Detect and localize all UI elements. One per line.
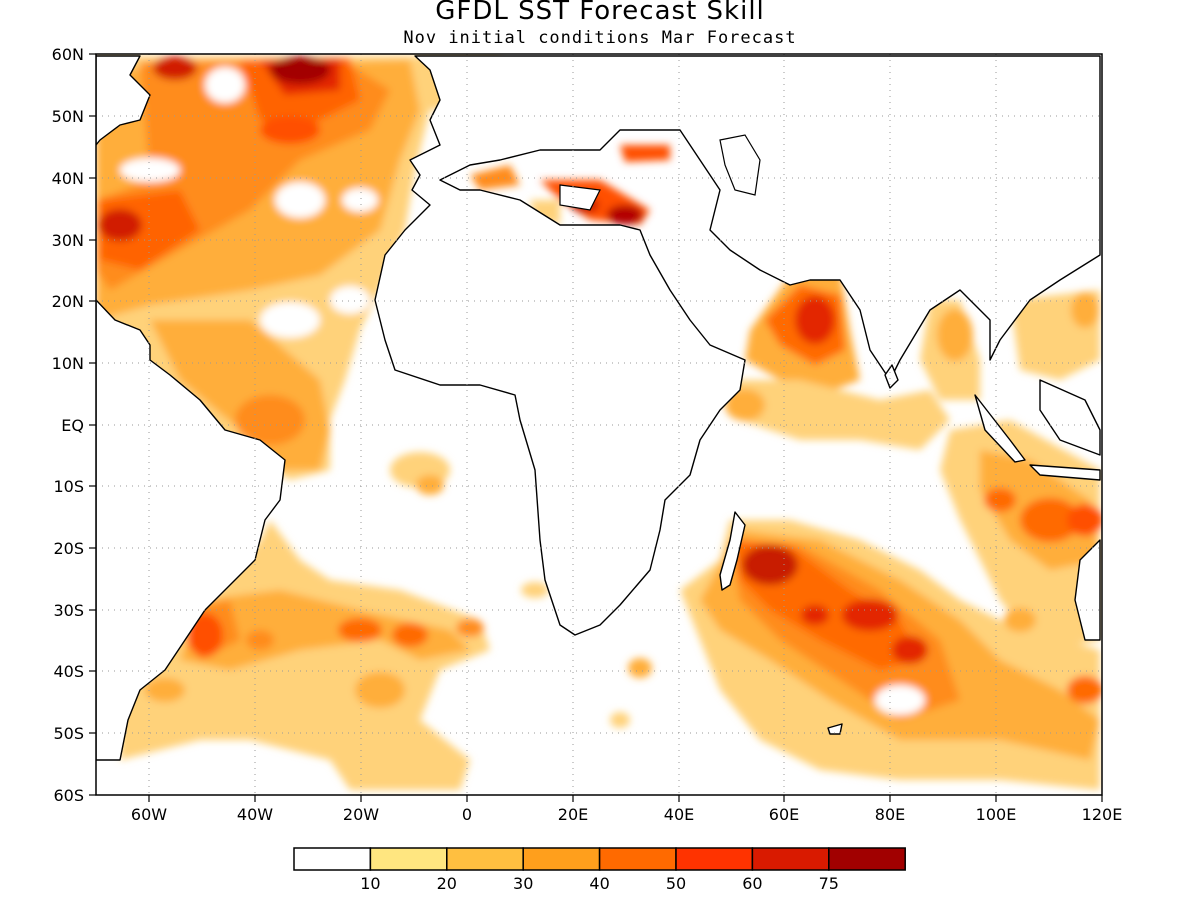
y-tick-label: 60N: [52, 45, 84, 64]
y-tick-label: 40S: [53, 662, 84, 681]
colorbar-swatch: [675, 847, 754, 871]
y-tick-label: 40N: [52, 169, 84, 188]
y-tick-label: 50S: [53, 724, 84, 743]
colorbar-label: 30: [513, 874, 533, 893]
chart-title: GFDL SST Forecast Skill: [435, 0, 765, 26]
colorbar-swatch: [293, 847, 372, 871]
x-tick-label: 40W: [237, 805, 273, 824]
y-axis-labels: 60N 50N 40N 30N 20N 10N EQ 10S 20S 30S 4…: [52, 45, 84, 805]
y-tick-label: 30N: [52, 231, 84, 250]
colorbar-swatch: [598, 847, 677, 871]
x-tick-label: 0: [462, 805, 472, 824]
x-axis-labels: 60W 40W 20W 0 20E 40E 60E 80E 100E 120E: [131, 805, 1122, 824]
colorbar: [293, 847, 906, 871]
y-tick-label: 20N: [52, 292, 84, 311]
colorbar-swatch: [751, 847, 830, 871]
x-tick-label: 80E: [875, 805, 905, 824]
colorbar-label: 20: [437, 874, 457, 893]
x-tick-label: 120E: [1082, 805, 1123, 824]
colorbar-label: 40: [589, 874, 609, 893]
x-tick-label: 40E: [664, 805, 694, 824]
x-tick-label: 20W: [343, 805, 379, 824]
colorbar-label: 10: [360, 874, 380, 893]
shade-s-atlantic-base: [120, 520, 490, 790]
y-tick-label: 60S: [53, 786, 84, 805]
land-and-coastlines: [96, 55, 1101, 761]
colorbar-swatch: [828, 847, 906, 871]
colorbar-labels: 10 20 30 40 50 60 75: [360, 874, 839, 893]
x-tick-label: 20E: [558, 805, 588, 824]
colorbar-swatch: [522, 847, 601, 871]
colorbar-label: 50: [666, 874, 686, 893]
y-tick-label: 30S: [53, 601, 84, 620]
y-tick-label: 50N: [52, 107, 84, 126]
x-tick-label: 60E: [769, 805, 799, 824]
chart-subtitle: Nov initial conditions Mar Forecast: [403, 28, 797, 48]
x-tick-label: 60W: [131, 805, 167, 824]
y-tick-label: EQ: [61, 416, 84, 435]
colorbar-label: 75: [819, 874, 839, 893]
skill-shading: [96, 56, 1102, 790]
colorbar-swatch: [369, 847, 448, 871]
colorbar-label: 60: [742, 874, 762, 893]
x-tick-label: 100E: [976, 805, 1017, 824]
y-tick-label: 10S: [53, 477, 84, 496]
axis-ticks: [89, 53, 1103, 802]
shade-n-atlantic-75: [270, 56, 330, 84]
y-tick-label: 10N: [52, 354, 84, 373]
map-area: [96, 54, 1102, 795]
colorbar-swatch: [446, 847, 524, 871]
y-tick-label: 20S: [53, 539, 84, 558]
